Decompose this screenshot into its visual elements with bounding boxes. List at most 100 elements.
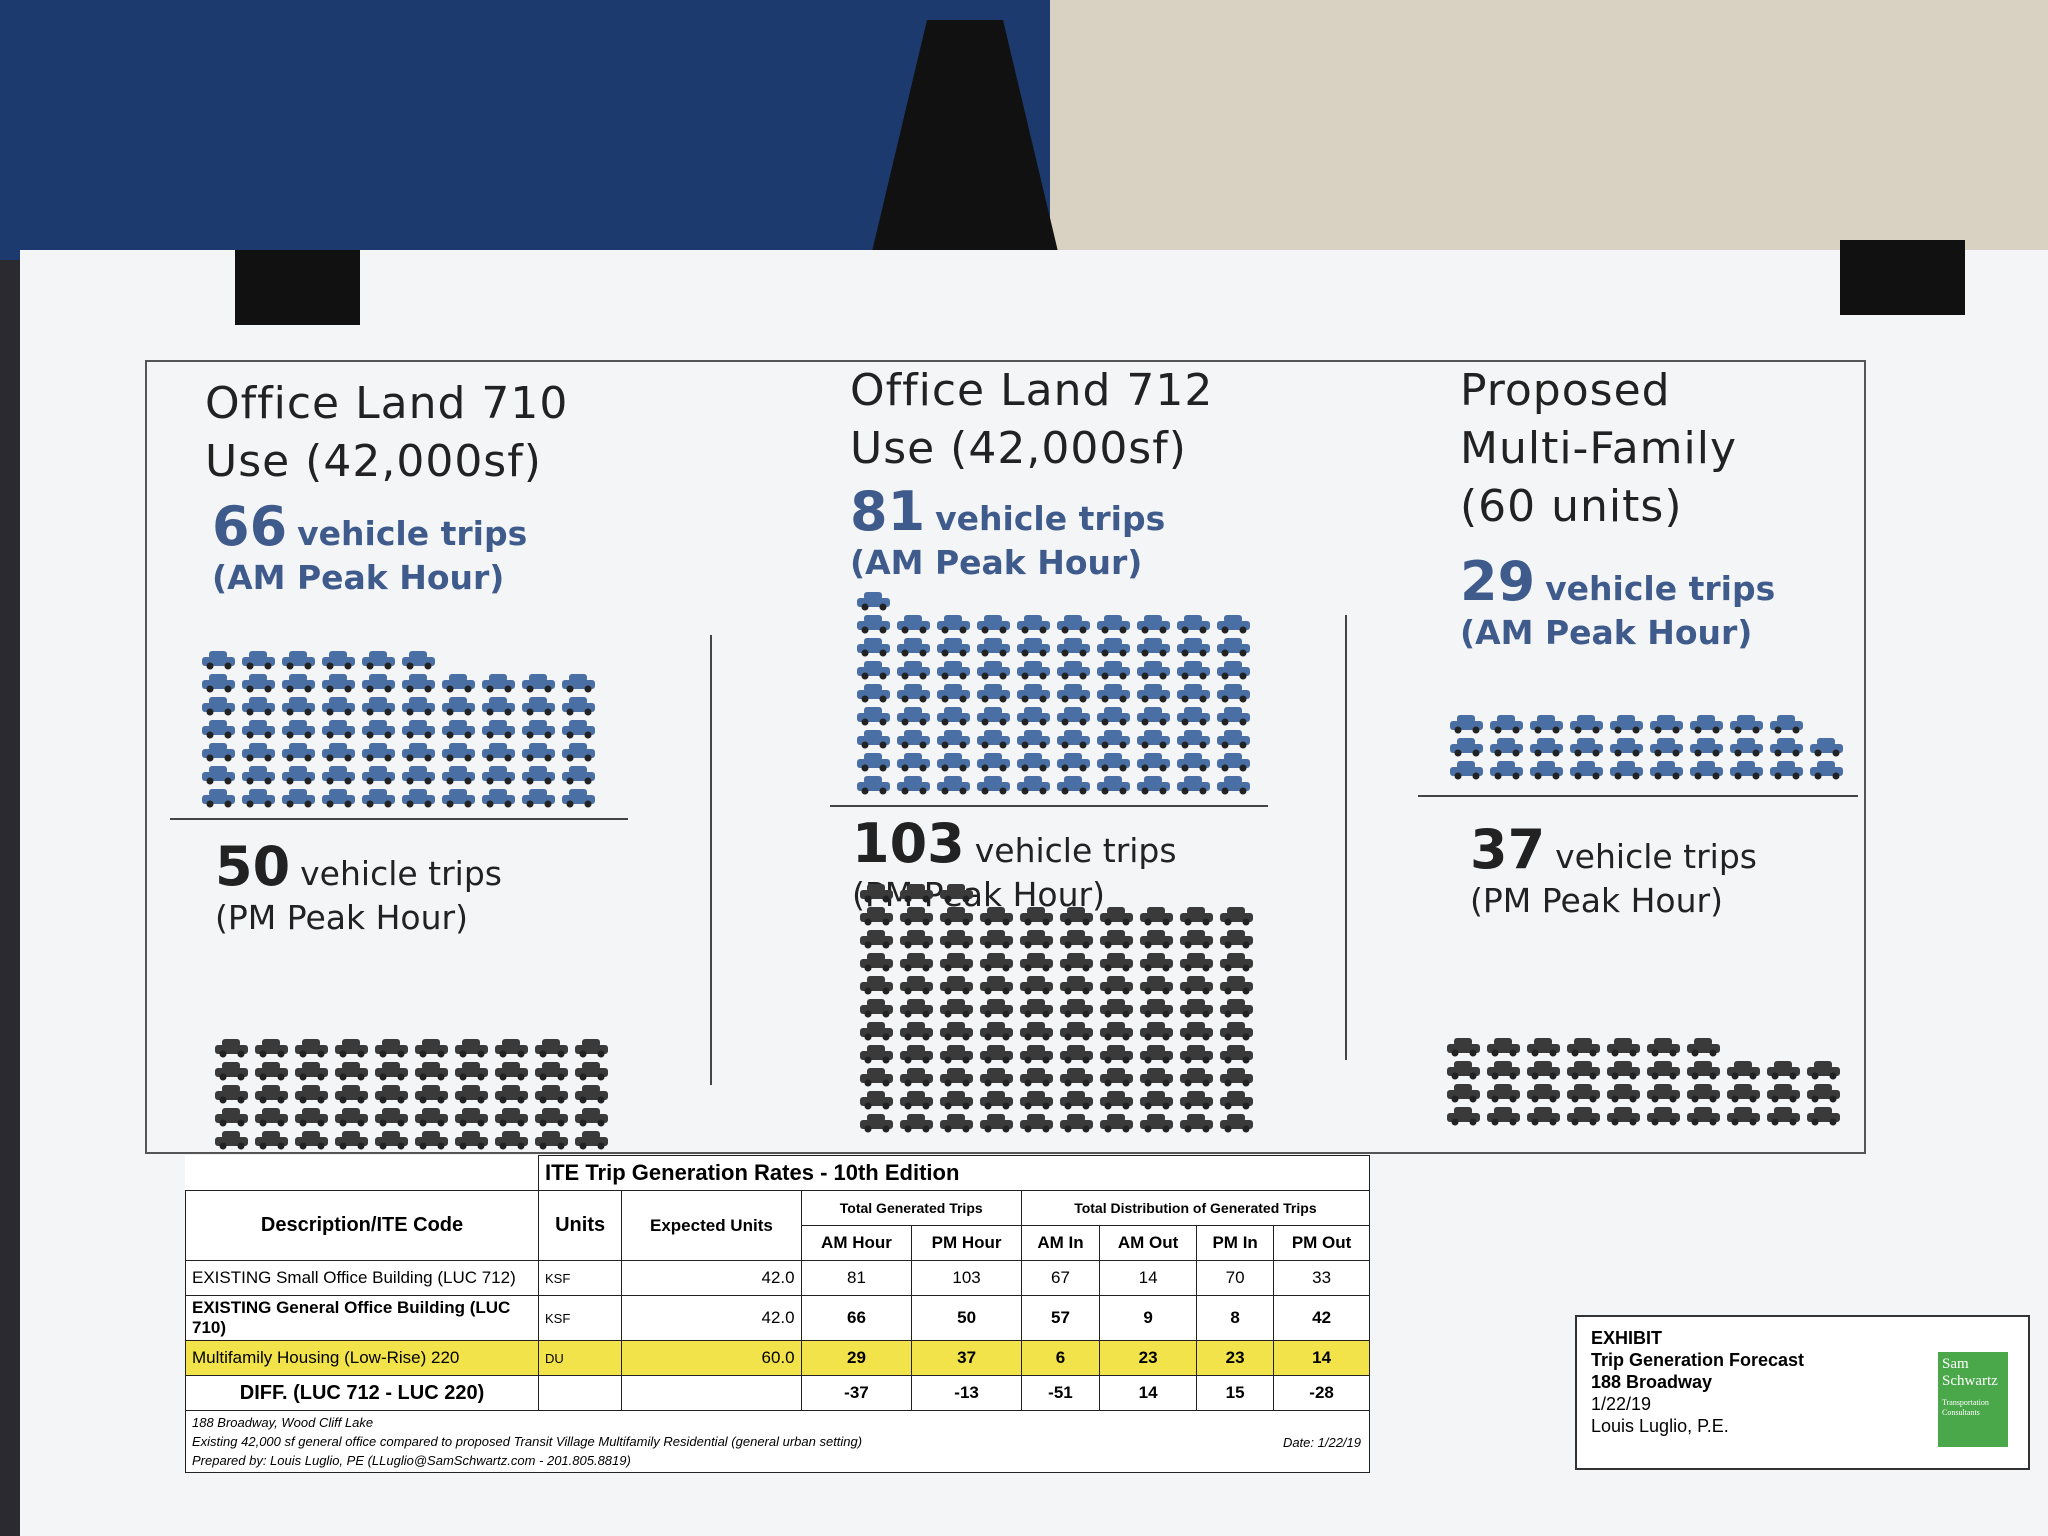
table-row: DIFF. (LUC 712 - LUC 220) -37 -13 -51 14 15 -2… (185, 1375, 1370, 1411)
wheel (526, 731, 534, 739)
wheel (959, 718, 967, 726)
wheel (1159, 741, 1167, 749)
wheel (1181, 764, 1189, 772)
wheel (879, 626, 887, 634)
wheel (1199, 649, 1207, 657)
wheel (406, 800, 414, 808)
value: -28 (1273, 1375, 1370, 1411)
wheel (1709, 1095, 1717, 1103)
wheel (984, 964, 992, 972)
wheel (984, 1079, 992, 1087)
wheel (1654, 726, 1662, 734)
note: Prepared by: Louis Luglio, PE (LLuglio@S… (192, 1453, 631, 1468)
wheel (477, 1073, 485, 1081)
car-icon (1020, 1068, 1053, 1087)
exhibit-text: EXHIBIT Trip Generation Forecast 188 Broad… (1591, 1327, 2014, 1437)
car-icon (335, 1108, 368, 1127)
wheel (901, 695, 909, 703)
wheel (1064, 1056, 1072, 1064)
wheel (566, 777, 574, 785)
car-icon (980, 907, 1013, 926)
car-icon (1220, 1091, 1253, 1110)
wheel (1454, 749, 1462, 757)
expected: 60.0 (621, 1340, 802, 1376)
wheel (1491, 1095, 1499, 1103)
wheel (941, 764, 949, 772)
wheel (904, 1125, 912, 1133)
wheel (1122, 918, 1130, 926)
wheel (1651, 1072, 1659, 1080)
car-icon (1217, 615, 1250, 634)
car-icon (1177, 730, 1210, 749)
title-line: Use (42,000sf) (850, 423, 1187, 474)
car-icon (1177, 776, 1210, 795)
wheel (922, 1056, 930, 1064)
value: 50 (911, 1295, 1022, 1341)
car-icon (415, 1062, 448, 1081)
wall (0, 0, 1050, 260)
wheel (1589, 1049, 1597, 1057)
car-icon (1100, 999, 1133, 1018)
wheel (557, 1142, 565, 1150)
wheel (1141, 626, 1149, 634)
wheel (526, 754, 534, 762)
wheel (1104, 918, 1112, 926)
car-icon (1020, 999, 1053, 1018)
panel-title: Office Land 712 Use (42,000sf) (850, 362, 1213, 478)
wheel (504, 708, 512, 716)
wheel (384, 708, 392, 716)
wheel (1199, 672, 1207, 680)
car-icon (255, 1108, 288, 1127)
wheel (882, 1125, 890, 1133)
divider (830, 805, 1268, 807)
car-icon (1220, 999, 1253, 1018)
trip-unit: vehicle trips (1545, 569, 1776, 608)
units: KSF (537, 1295, 623, 1341)
car-icon (375, 1085, 408, 1104)
wheel (1122, 964, 1130, 972)
car-icon (1220, 1068, 1253, 1087)
car-icon (1180, 1022, 1213, 1041)
wheel (379, 1096, 387, 1104)
car-icon (442, 789, 475, 808)
column-header: AM In (1020, 1225, 1101, 1261)
wheel (299, 1096, 307, 1104)
wheel (1749, 1072, 1757, 1080)
wheel (1224, 1010, 1232, 1018)
car-icon (1770, 761, 1803, 780)
wheel (941, 649, 949, 657)
car-icon (455, 1062, 488, 1081)
wheel (1774, 726, 1782, 734)
header-row: Description/ITE Code Units Expected Units T… (185, 1190, 1371, 1261)
car-icon (1650, 715, 1683, 734)
wheel (464, 731, 472, 739)
car-icon (977, 684, 1010, 703)
wheel (1224, 1033, 1232, 1041)
car-icon (1020, 953, 1053, 972)
car-icon (1567, 1061, 1600, 1080)
car-icon (1220, 930, 1253, 949)
wheel (206, 731, 214, 739)
wheel (286, 662, 294, 670)
wheel (539, 1096, 547, 1104)
wheel (904, 1056, 912, 1064)
car-icon (1570, 738, 1603, 757)
wheel (944, 1056, 952, 1064)
car-icon (980, 953, 1013, 972)
wheel (1451, 1072, 1459, 1080)
wheel (1239, 718, 1247, 726)
wheel (981, 695, 989, 703)
car-icon (1057, 661, 1090, 680)
wheel (1079, 672, 1087, 680)
wheel (344, 662, 352, 670)
wheel (219, 1119, 227, 1127)
column-header: AM Hour (800, 1225, 913, 1261)
car-icon (295, 1131, 328, 1150)
wheel (579, 1142, 587, 1150)
wheel (1771, 1118, 1779, 1126)
car-icon (1057, 615, 1090, 634)
table-row: Multifamily Housing (Low-Rise) 220 DU 60.0… (185, 1340, 1370, 1376)
car-icon (1060, 1045, 1093, 1064)
wheel (879, 741, 887, 749)
wheel (1242, 1102, 1250, 1110)
